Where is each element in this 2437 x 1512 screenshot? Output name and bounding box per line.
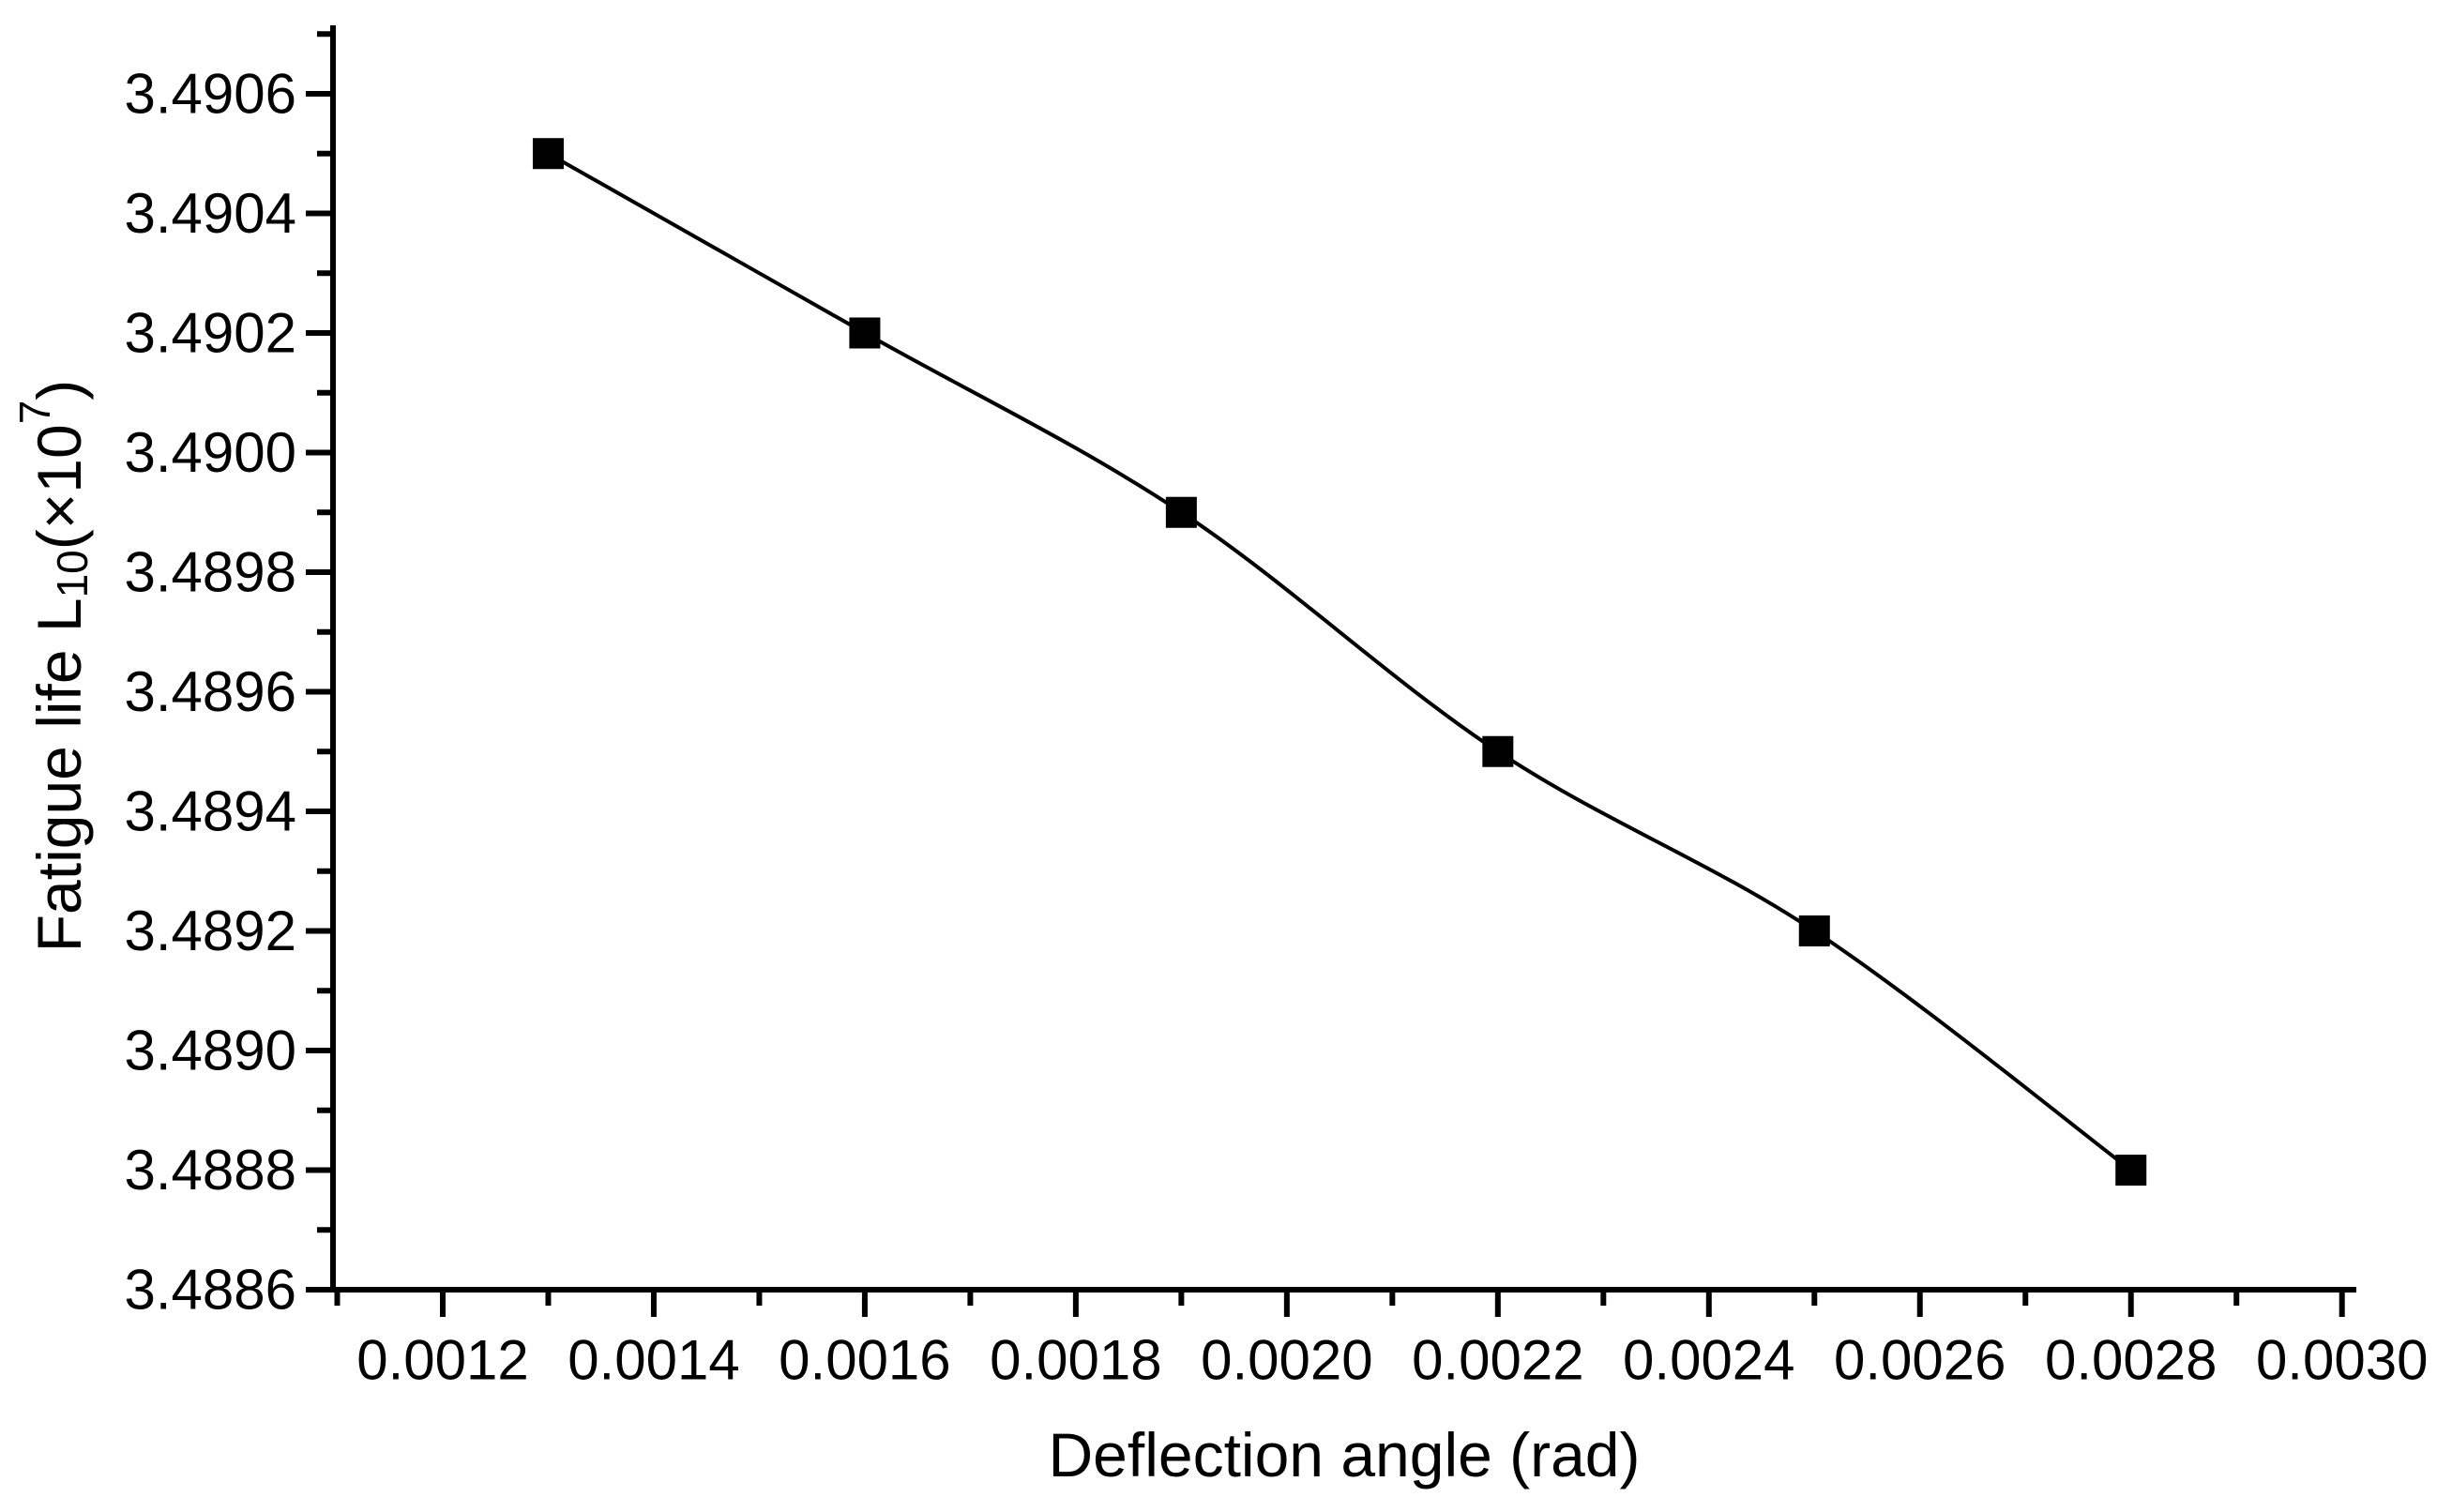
y-axis-title-segment: ) <box>24 380 94 401</box>
y-tick-label: 3.4900 <box>124 421 296 484</box>
y-tick-label: 3.4902 <box>124 301 296 364</box>
data-point-marker <box>532 138 564 170</box>
x-tick-label: 0.0028 <box>2045 1329 2218 1392</box>
y-tick-label: 3.4904 <box>124 182 296 245</box>
axis-titles: Deflection angle (rad) Fatigue life L10(… <box>10 380 1641 1489</box>
y-axis-title: Fatigue life L10(×107) <box>10 380 97 953</box>
x-tick-label: 0.0016 <box>779 1329 951 1392</box>
y-tick-label: 3.4890 <box>124 1019 296 1081</box>
y-tick-label: 3.4906 <box>124 62 296 125</box>
data-point-marker <box>849 317 881 349</box>
data-point-marker <box>1165 496 1197 528</box>
x-tick-label: 0.0022 <box>1412 1329 1584 1392</box>
x-tick-label: 0.0030 <box>2256 1329 2429 1392</box>
data-line <box>547 151 2132 1172</box>
y-axis-title-segment: 7 <box>10 401 59 425</box>
axes <box>330 25 2356 1293</box>
y-tick-label: 3.4886 <box>124 1259 296 1322</box>
x-tick-label: 0.0018 <box>990 1329 1162 1392</box>
y-tick-label: 3.4894 <box>124 779 296 842</box>
x-tick-label: 0.0020 <box>1201 1329 1373 1392</box>
y-tick-label: 3.4888 <box>124 1139 296 1202</box>
x-tick-label: 0.0026 <box>1834 1329 2006 1392</box>
y-axis-title-segment: Fatigue life L <box>24 597 94 952</box>
y-tick-label: 3.4898 <box>124 540 296 603</box>
y-tick-label: 3.4892 <box>124 900 296 962</box>
axis-ticks <box>306 31 2345 1317</box>
x-tick-label: 0.0014 <box>568 1329 740 1392</box>
x-tick-label: 0.0012 <box>356 1329 529 1392</box>
data-point-marker <box>1482 735 1514 767</box>
data-point-marker <box>1798 915 1830 946</box>
y-axis-title-segment: 10 <box>48 550 97 597</box>
data-series <box>532 138 2147 1186</box>
x-axis-title: Deflection angle (rad) <box>1049 1420 1641 1489</box>
y-tick-label: 3.4896 <box>124 660 296 723</box>
y-axis-title-segment: (×10 <box>24 424 94 550</box>
axis-tick-labels: 0.0012 0.0014 0.0016 0.0018 0.0020 0.0022 0.00… <box>124 62 2428 1391</box>
data-point-marker <box>2115 1154 2147 1186</box>
x-tick-label: 0.0024 <box>1623 1329 1795 1392</box>
